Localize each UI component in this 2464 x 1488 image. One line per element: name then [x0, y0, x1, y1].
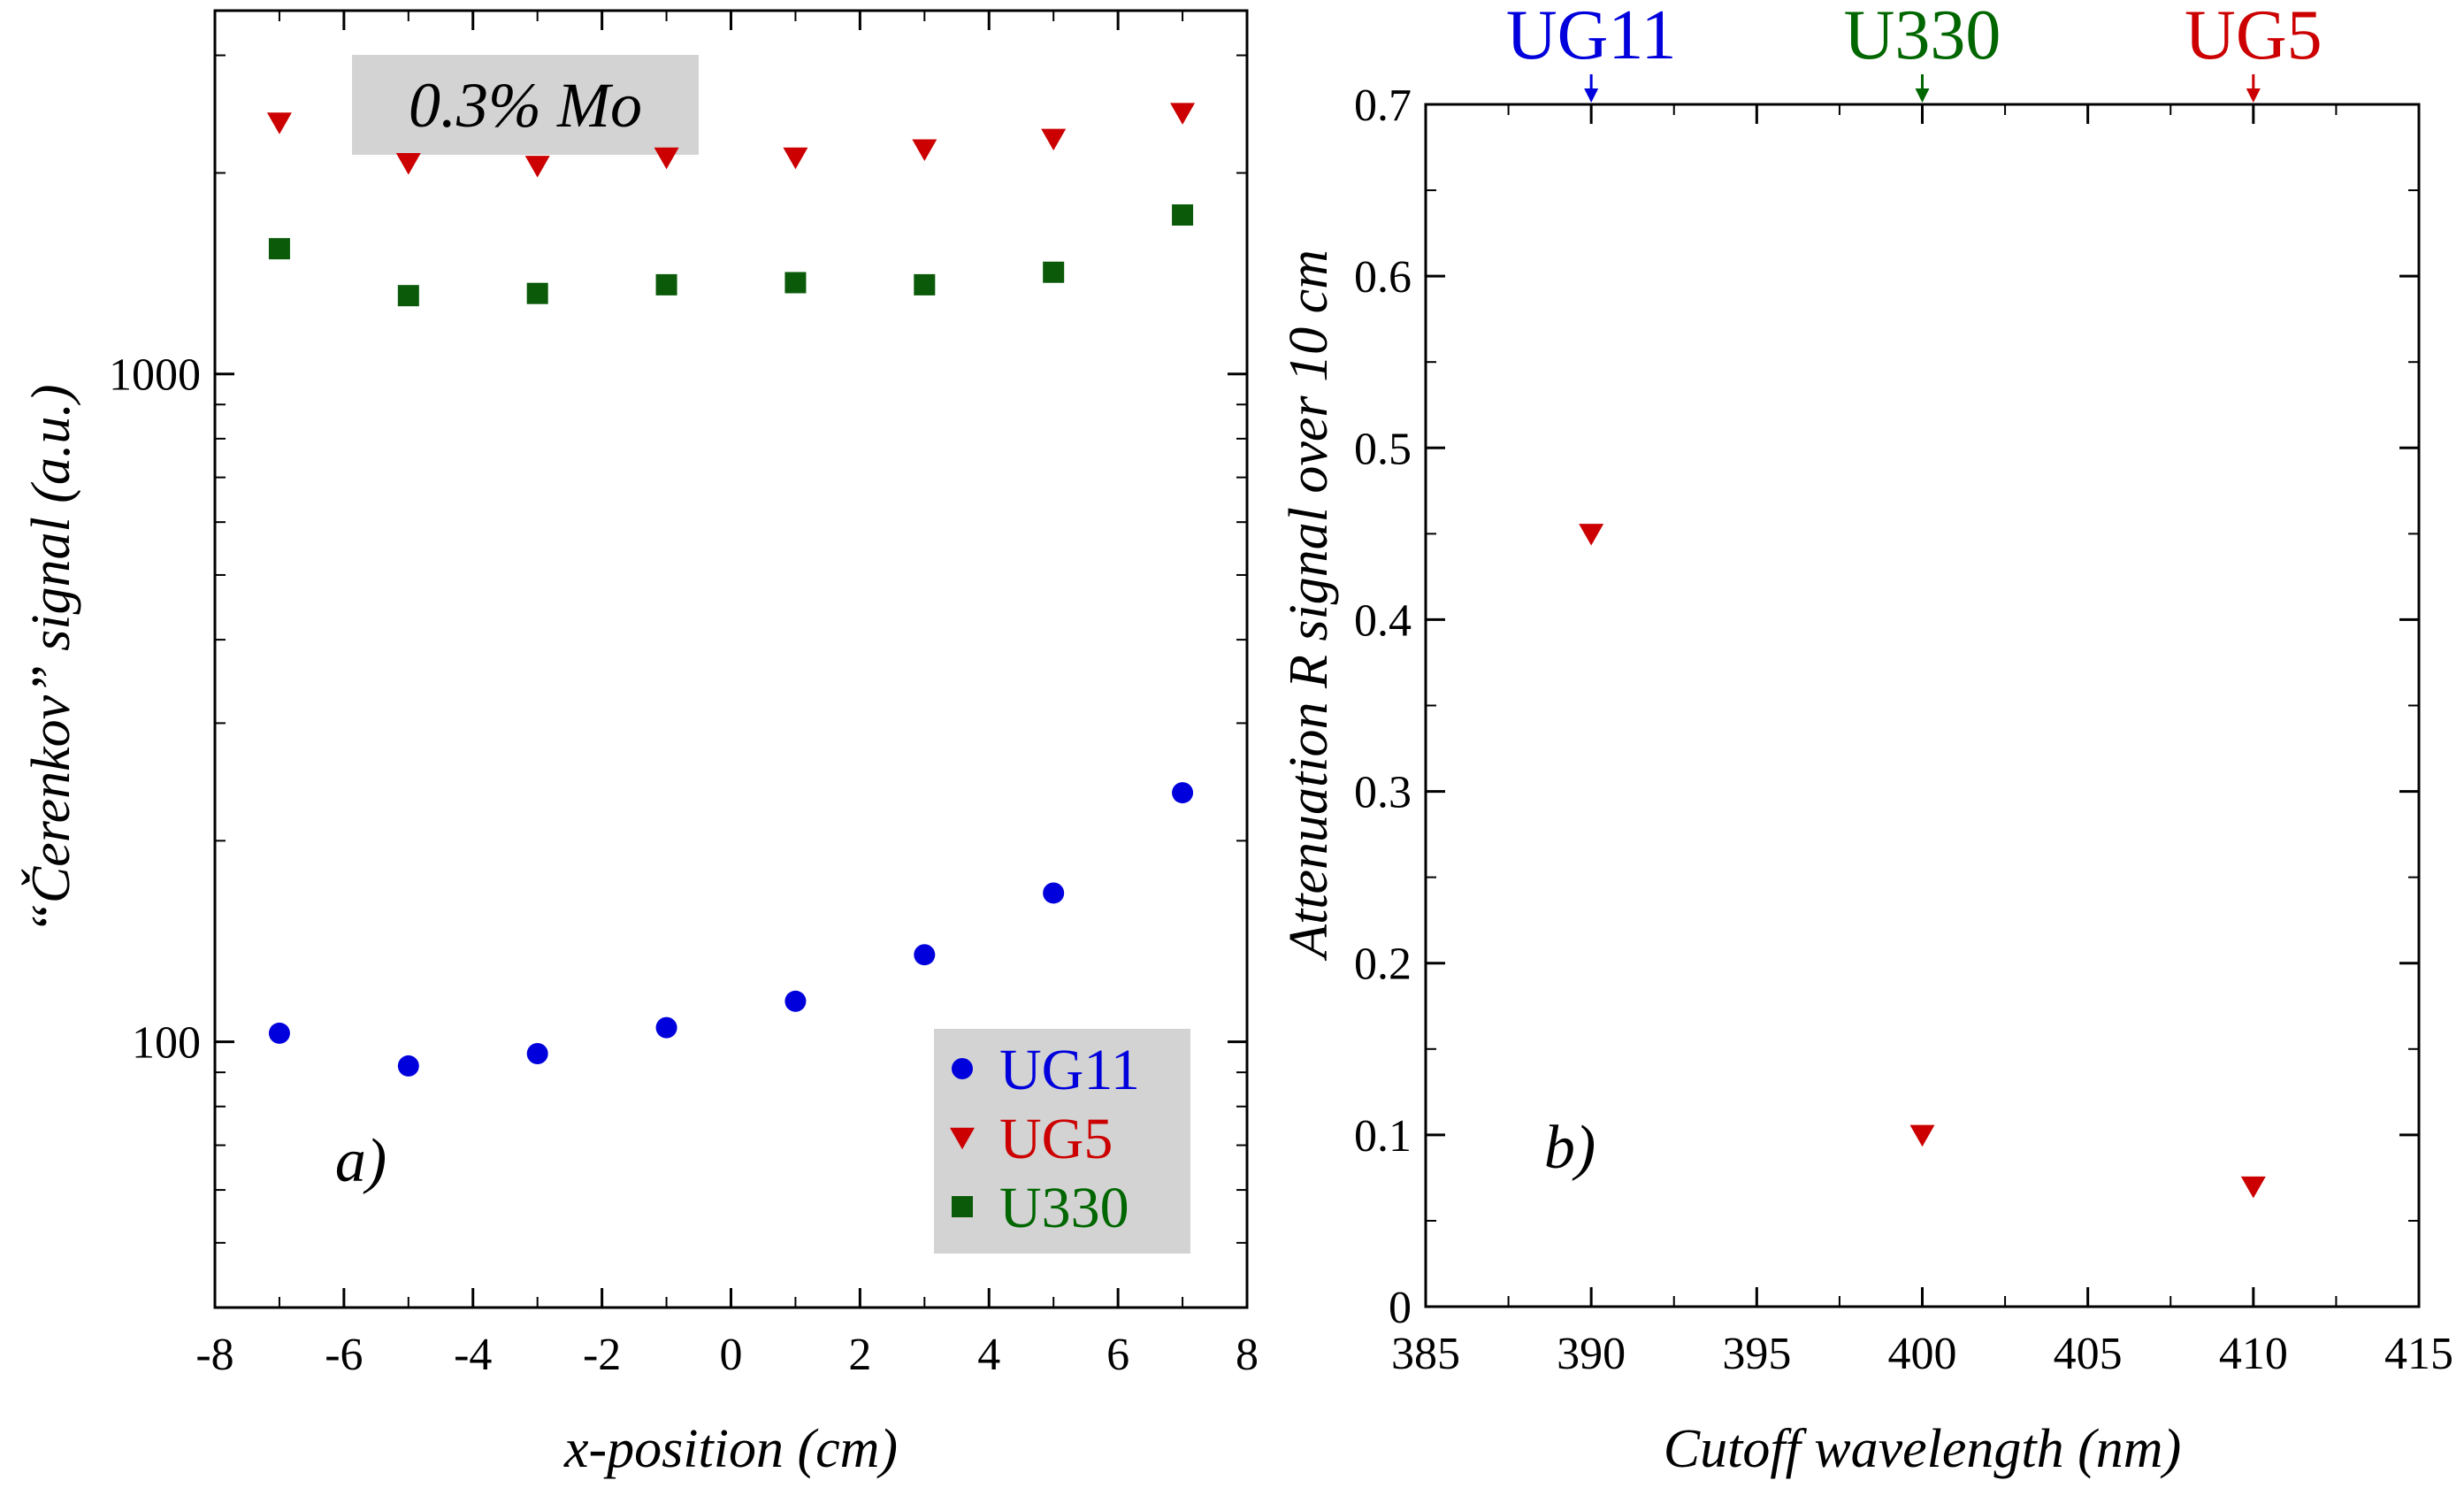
panel-a-data-points [266, 103, 1196, 1077]
y-tick-label: 1000 [109, 350, 201, 401]
legend-label-u330: U330 [999, 1176, 1129, 1240]
legend-marker-ug5 [950, 1127, 975, 1150]
x-tick-label: 410 [2219, 1329, 2288, 1379]
top-label-arrowhead [1584, 88, 1599, 103]
top-label-ug5: UG5 [2185, 0, 2322, 74]
point-u330 [397, 285, 419, 307]
panel-b-tag: b) [1544, 1114, 1595, 1182]
x-tick-label: 0 [720, 1330, 743, 1380]
annotation-label: 0.3% Mo [409, 70, 642, 141]
point-attenuation [1909, 1124, 1935, 1147]
top-label-arrowhead [2246, 88, 2261, 103]
x-tick-label: 390 [1557, 1329, 1626, 1379]
legend-label-ug5: UG5 [999, 1107, 1113, 1171]
point-ug11 [397, 1055, 419, 1077]
point-ug5 [654, 147, 679, 170]
point-ug5 [1170, 103, 1196, 125]
point-u330 [268, 238, 290, 260]
x-tick-label: 4 [977, 1330, 1000, 1380]
panel-a-tag: a) [335, 1127, 386, 1195]
top-label-ug11: UG11 [1506, 0, 1677, 74]
panel-b-y-axis-label: Attenuation R signal over 10 cm [1279, 249, 1339, 962]
point-ug11 [914, 944, 936, 966]
x-tick-label: -6 [325, 1330, 363, 1380]
point-ug5 [912, 139, 937, 162]
y-tick-label: 0.1 [1354, 1111, 1412, 1162]
point-ug5 [1041, 128, 1067, 151]
point-ug11 [784, 990, 807, 1012]
x-tick-label: 6 [1106, 1330, 1129, 1380]
point-attenuation [1579, 524, 1604, 546]
panel-b-chart: 385 390 395 400 405 410 415 0 0.1 0.2 0.3 0.4 0.5 0.6… [1279, 0, 2453, 1479]
point-ug11 [655, 1016, 677, 1039]
y-tick-label: 0.7 [1354, 81, 1412, 131]
point-u330 [655, 273, 677, 295]
x-tick-label: 395 [1722, 1329, 1791, 1379]
y-tick-label: 0.2 [1354, 940, 1412, 990]
legend-box [934, 1029, 1190, 1254]
panel-a-x-axis-label: x-position (cm) [563, 1419, 898, 1479]
point-u330 [526, 282, 548, 304]
point-ug11 [1172, 782, 1194, 804]
y-tick-label: 0 [1389, 1283, 1412, 1333]
point-ug5 [266, 112, 292, 134]
y-tick-label: 100 [132, 1018, 201, 1069]
panel-b-tick-labels: 385 390 395 400 405 410 415 0 0.1 0.2 0.3 0.4 0.5 0.6… [1354, 81, 2453, 1379]
point-u330 [914, 273, 936, 295]
y-tick-label: 0.3 [1354, 768, 1412, 818]
legend-marker-ug11 [952, 1058, 973, 1079]
y-tick-label: 0.5 [1354, 424, 1412, 474]
panel-b-data-points [1579, 524, 2266, 1199]
x-tick-label: 400 [1888, 1329, 1957, 1379]
x-tick-label: 415 [2384, 1329, 2453, 1379]
annotation-box [352, 55, 699, 155]
legend-label-ug11: UG11 [999, 1038, 1140, 1102]
point-u330 [1172, 204, 1194, 226]
panel-b-x-axis-label: Cutoff wavelength (nm) [1664, 1419, 2181, 1479]
x-tick-label: -4 [454, 1330, 492, 1380]
x-tick-label: -2 [583, 1330, 621, 1380]
x-tick-label: -8 [195, 1330, 233, 1380]
legend-marker-u330 [952, 1196, 973, 1217]
point-ug5 [783, 147, 808, 170]
point-ug5 [524, 156, 550, 178]
panel-b-ticks [1424, 103, 2421, 1308]
top-label-arrowhead [1915, 88, 1930, 103]
y-tick-label: 0.6 [1354, 252, 1412, 303]
panel-a-ticks [213, 11, 1249, 1308]
panel-a-tick-labels: -8 -6 -4 -2 0 2 4 6 8 100 1000 [109, 350, 1259, 1380]
y-tick-label: 0.4 [1354, 595, 1412, 646]
x-tick-label: 8 [1236, 1330, 1259, 1380]
x-tick-label: 405 [2054, 1329, 2123, 1379]
annotation-boxes [352, 55, 1190, 1254]
point-ug11 [526, 1042, 548, 1064]
point-u330 [784, 272, 807, 294]
x-tick-label: 385 [1391, 1329, 1460, 1379]
point-ug11 [1043, 882, 1065, 904]
point-ug11 [268, 1022, 290, 1044]
top-label-u330: U330 [1844, 0, 2001, 74]
point-u330 [1043, 261, 1065, 283]
point-attenuation [2240, 1176, 2266, 1199]
panel-b-top-labels: UG11 U330 UG5 [1506, 0, 2322, 103]
point-ug5 [395, 152, 421, 175]
x-tick-label: 2 [848, 1330, 871, 1380]
panel-a-y-axis-label: “Čerenkov” signal (a.u.) [21, 384, 81, 933]
